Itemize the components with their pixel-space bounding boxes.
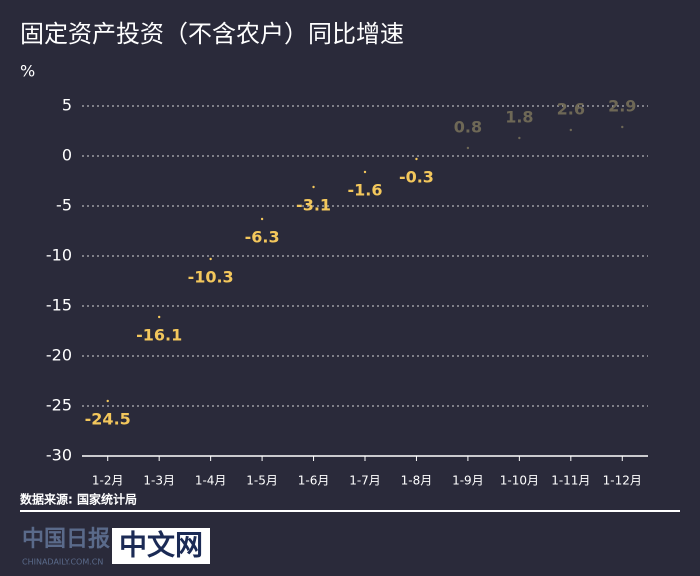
point	[363, 170, 367, 174]
value-label: -0.3	[399, 168, 434, 187]
y-tick-label: -10	[46, 246, 72, 265]
value-label: -10.3	[188, 268, 234, 287]
logo-name: 中文网	[119, 529, 203, 562]
value-label: -6.3	[245, 228, 280, 247]
y-tick-label: -15	[46, 296, 72, 315]
y-tick-label: 5	[62, 96, 72, 115]
point	[466, 146, 470, 150]
x-tick-label: 1-11月	[551, 474, 590, 488]
x-tick-label: 1-9月	[452, 474, 484, 488]
x-tick-label: 1-12月	[603, 474, 642, 488]
point	[209, 257, 212, 261]
x-tick-label: 1-8月	[401, 474, 433, 488]
x-tick-label: 1-2月	[92, 474, 124, 488]
value-label: -24.5	[85, 410, 131, 429]
source: 数据来源: 国家统计局	[20, 492, 137, 507]
value-label: 1.8	[505, 108, 533, 127]
x-tick-label: 1-6月	[298, 474, 330, 488]
point	[260, 217, 264, 221]
logo-site: CHINADAILY.COM.CN	[22, 558, 103, 567]
y-axis-label: %	[20, 62, 35, 81]
point	[312, 185, 315, 189]
value-label: -3.1	[296, 196, 331, 215]
value-label: 0.8	[454, 118, 482, 137]
x-tick-label: 1-5月	[246, 474, 278, 488]
point	[518, 136, 521, 140]
y-tick-label: -25	[46, 396, 72, 415]
value-label: -1.6	[348, 181, 383, 200]
point	[415, 157, 418, 161]
point	[569, 128, 573, 132]
value-label: 2.6	[557, 100, 585, 119]
point	[106, 399, 109, 403]
y-tick-label: -5	[56, 196, 72, 215]
logo-box	[112, 528, 210, 564]
value-label: -16.1	[136, 326, 182, 345]
value-label: 2.9	[608, 97, 636, 116]
x-tick-label: 1-7月	[349, 474, 381, 488]
y-tick-label: 0	[62, 146, 72, 165]
point	[157, 315, 161, 319]
y-tick-label: -20	[46, 346, 72, 365]
x-tick-label: 1-3月	[143, 474, 175, 488]
point	[621, 125, 624, 129]
chart-title: 固定资产投资（不含农户）同比增速	[20, 20, 404, 48]
logo-brand: 中国日报	[22, 527, 110, 552]
x-tick-label: 1-4月	[195, 474, 227, 488]
y-tick-label: -30	[46, 446, 72, 465]
x-tick-label: 1-10月	[500, 474, 539, 488]
